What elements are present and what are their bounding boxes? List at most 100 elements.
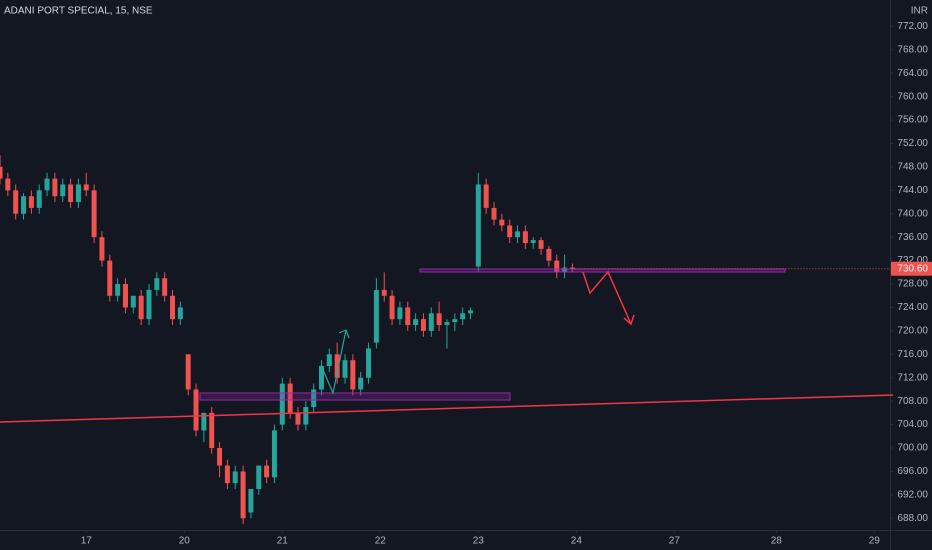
candle-body — [217, 448, 223, 466]
arrow-head — [623, 314, 635, 326]
last-price-box — [891, 261, 932, 276]
candle-body — [569, 267, 575, 269]
candle-body — [389, 295, 395, 320]
y-tick-label: 728.00 — [897, 279, 928, 290]
zone-rectangle — [199, 392, 511, 401]
y-tick-label: 704.00 — [897, 419, 928, 430]
candle-body — [397, 307, 403, 320]
candle-body — [224, 465, 230, 484]
candle-body — [483, 184, 489, 208]
candle-body — [373, 289, 379, 343]
candle-body — [185, 354, 191, 390]
candle-body — [264, 465, 270, 478]
candle-body — [177, 307, 183, 320]
y-tick-label: 696.00 — [897, 466, 928, 477]
arrow-head — [338, 329, 350, 339]
x-tick-label: 20 — [179, 536, 191, 547]
candle-body — [201, 412, 207, 431]
candle-body — [130, 295, 136, 308]
candle-body — [83, 184, 89, 191]
candle-body — [36, 190, 42, 208]
y-tick-label: 708.00 — [897, 396, 928, 407]
y-tick-label: 744.00 — [897, 185, 928, 196]
candle-body — [460, 313, 466, 320]
candle-body — [515, 231, 521, 238]
currency-label: INR — [911, 6, 928, 17]
y-tick-label: 720.00 — [897, 326, 928, 337]
candle-body — [60, 184, 66, 197]
candle-body — [99, 237, 105, 261]
candle-body — [530, 240, 536, 244]
x-tick-label: 29 — [869, 536, 881, 547]
candle-body — [115, 284, 121, 296]
trend-line — [0, 394, 894, 423]
candle-body — [499, 219, 505, 226]
x-tick-label: 17 — [81, 536, 93, 547]
candle-body — [491, 207, 497, 220]
candle-body — [248, 489, 254, 513]
candle-body — [271, 430, 277, 478]
drawings — [0, 268, 894, 423]
candle-body — [52, 178, 58, 197]
candle-body — [562, 267, 568, 273]
candle-body — [303, 407, 309, 425]
candle-body — [554, 260, 560, 273]
candle-body — [420, 319, 426, 331]
y-tick-label: 756.00 — [897, 115, 928, 126]
plot-area — [0, 155, 575, 525]
candle-body — [209, 412, 215, 449]
candle-body — [452, 319, 458, 323]
candle-body — [538, 240, 544, 249]
projection-arrow — [320, 329, 347, 395]
candle-body — [13, 190, 19, 214]
candle-body — [428, 313, 434, 331]
candle-body — [381, 289, 387, 296]
candle-body — [318, 366, 324, 390]
y-tick-label: 740.00 — [897, 208, 928, 219]
x-tick-label: 28 — [771, 536, 783, 547]
candle-body — [279, 383, 285, 425]
y-tick-label: 764.00 — [897, 68, 928, 79]
y-tick-label: 700.00 — [897, 443, 928, 454]
candle-body — [413, 319, 419, 326]
candle-body — [444, 322, 450, 326]
y-tick-label: 772.00 — [897, 21, 928, 32]
candle-body — [154, 278, 160, 290]
chart-title: ADANI PORT SPECIAL, 15, NSE — [4, 6, 153, 17]
projection-arrow — [582, 270, 632, 325]
candle-body — [475, 184, 481, 267]
y-tick-label: 688.00 — [897, 513, 928, 524]
x-tick-label: 21 — [277, 536, 289, 547]
candle-body — [5, 178, 11, 191]
x-tick-label: 24 — [571, 536, 583, 547]
x-tick-label: 22 — [375, 536, 387, 547]
candle-body — [75, 184, 81, 203]
x-tick-label: 27 — [669, 536, 681, 547]
candle-body — [138, 295, 144, 320]
y-tick-label: 736.00 — [897, 232, 928, 243]
candle-body — [146, 289, 152, 320]
candle-body — [287, 383, 293, 413]
candle-body — [546, 248, 552, 261]
candle-body — [350, 360, 356, 390]
y-tick-label: 760.00 — [897, 91, 928, 102]
candle-body — [405, 307, 411, 326]
candle-body — [507, 225, 513, 238]
y-tick-label: 716.00 — [897, 349, 928, 360]
candle-body — [0, 166, 3, 179]
candle-body — [68, 184, 74, 203]
y-tick-label: 748.00 — [897, 162, 928, 173]
candle-body — [256, 465, 262, 490]
candle-body — [28, 196, 34, 208]
candle-body — [91, 190, 97, 238]
zone-rectangle — [419, 268, 786, 273]
candle-body — [342, 360, 348, 378]
y-tick-label: 768.00 — [897, 44, 928, 55]
candle-body — [311, 389, 317, 408]
candle-body — [193, 389, 199, 431]
candle-body — [170, 295, 176, 320]
candle-body — [358, 377, 364, 390]
